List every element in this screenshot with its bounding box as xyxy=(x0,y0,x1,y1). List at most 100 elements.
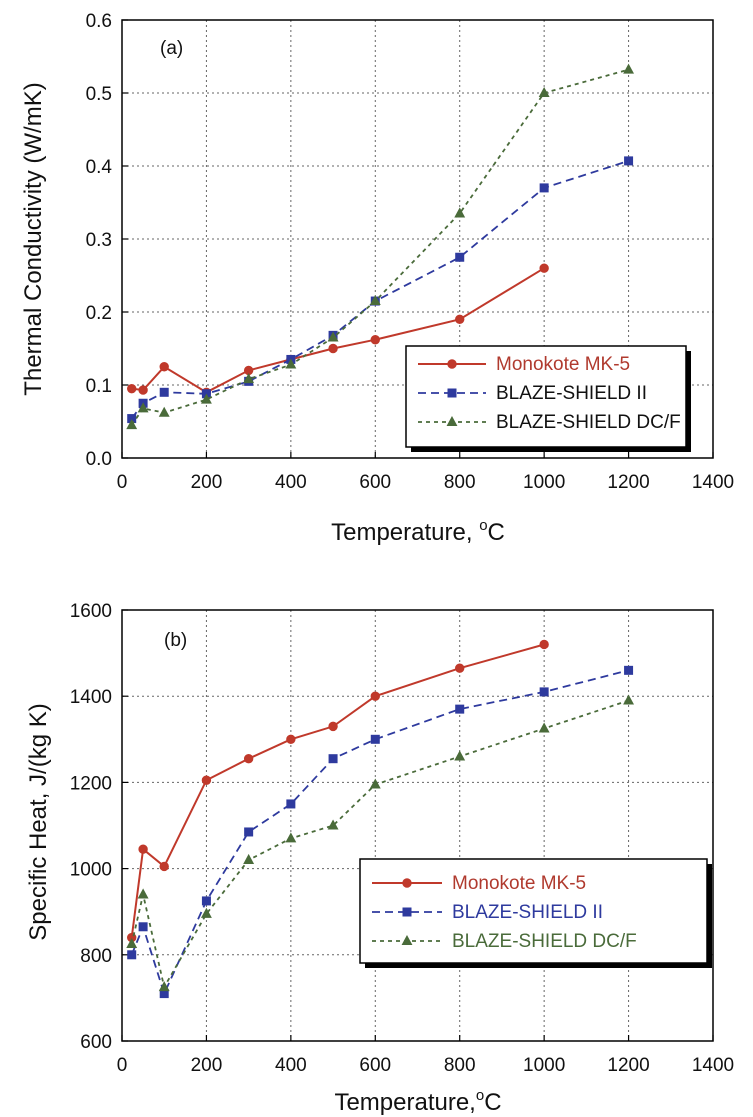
panel-b-point-monokote-mk-5 xyxy=(138,844,148,854)
panel-b-y-tick-label: 1000 xyxy=(70,860,112,881)
panel-b-point-blaze-shield-ii xyxy=(455,704,465,714)
panel-a-x-tick-label: 1000 xyxy=(523,472,565,493)
panel-b-point-blaze-shield-dc-f xyxy=(285,832,297,843)
panel-a-label: (a) xyxy=(160,38,183,59)
panel-b-x-tick-label: 200 xyxy=(191,1055,223,1076)
panel-b-legend-marker-blaze-shield-ii xyxy=(402,907,412,917)
panel-b-series xyxy=(126,639,635,999)
panel-a-x-axis-title-degree: o xyxy=(479,517,487,534)
panel-b-point-blaze-shield-ii xyxy=(539,687,549,697)
panel-a-point-blaze-shield-dc-f xyxy=(538,86,550,97)
panel-b-x-tick-label: 600 xyxy=(359,1055,391,1076)
panel-b-legend-label-mk5: Monokote MK-5 xyxy=(452,873,586,894)
panel-b-legend-marker-blaze-shield-dc-f xyxy=(401,934,413,945)
panel-a-point-blaze-shield-dc-f xyxy=(454,207,466,218)
panel-a-point-blaze-shield-dc-f xyxy=(158,406,170,417)
panel-a-y-tick-label: 0.1 xyxy=(86,376,112,397)
panel-b-y-tick-label: 1200 xyxy=(70,773,112,794)
panel-a-point-blaze-shield-ii xyxy=(624,156,634,166)
panel-b-point-blaze-shield-dc-f xyxy=(158,981,170,992)
panel-b-point-blaze-shield-ii xyxy=(201,896,211,906)
panel-a-legend-label-dcf: BLAZE-SHIELD DC/F xyxy=(496,412,681,433)
panel-b-x-axis-title-degree: o xyxy=(476,1087,484,1104)
panel-b-legend: Monokote MK-5 BLAZE-SHIELD II BLAZE-SHIE… xyxy=(359,858,712,968)
panel-b-label: (b) xyxy=(164,630,187,651)
panel-a-point-monokote-mk-5 xyxy=(159,362,169,372)
panel-a-x-tick-label: 200 xyxy=(191,472,223,493)
panel-a-legend-marker-blaze-shield-ii xyxy=(447,388,457,398)
panel-a-point-blaze-shield-dc-f xyxy=(243,373,255,384)
panel-b-point-blaze-shield-ii xyxy=(370,734,380,744)
panel-a-legend-marker-blaze-shield-dc-f xyxy=(446,415,458,426)
panel-b-point-blaze-shield-ii xyxy=(328,754,338,764)
panel-b-point-monokote-mk-5 xyxy=(201,775,212,785)
panel-b-point-blaze-shield-ii xyxy=(286,799,296,809)
panel-b-point-blaze-shield-dc-f xyxy=(538,722,550,733)
panel-b-point-blaze-shield-dc-f xyxy=(369,778,381,789)
panel-a-point-blaze-shield-dc-f xyxy=(126,419,138,430)
panel-b-point-monokote-mk-5 xyxy=(243,753,254,764)
panel-a-legend: Monokote MK-5 BLAZE-SHIELD II BLAZE-SHIE… xyxy=(405,345,691,452)
panel-b-x-tick-label: 400 xyxy=(275,1055,307,1076)
panel-b-frame xyxy=(121,609,714,1042)
panel-a-y-tick-label: 0.3 xyxy=(86,230,112,251)
panel-b-point-blaze-shield-ii xyxy=(624,665,634,675)
panel-a-series-line-monokote-mk-5 xyxy=(131,267,545,394)
panel-a-point-blaze-shield-dc-f xyxy=(623,63,635,74)
panel-a-y-tick-label: 0.4 xyxy=(86,157,113,178)
panel-b-point-blaze-shield-ii xyxy=(138,922,148,932)
panel-b-point-monokote-mk-5 xyxy=(159,861,169,872)
panel-b-x-axis-title-text: Temperature, xyxy=(334,1089,475,1116)
panel-b-point-blaze-shield-ii xyxy=(127,950,137,960)
panel-a-x-tick-label: 1400 xyxy=(692,472,734,493)
panel-b-point-monokote-mk-5 xyxy=(539,639,549,650)
panel-a-ticks: 0 200 400 600 800 1000 1200 1400 0.0 0.1 0.2 0.3 0.4… xyxy=(86,11,735,493)
panel-b-x-axis-title: Temperature,oC xyxy=(334,1087,501,1116)
panel-b-x-tick-label: 800 xyxy=(444,1055,476,1076)
panel-b-y-tick-label: 1400 xyxy=(70,687,112,708)
panel-b-point-blaze-shield-dc-f xyxy=(243,853,255,864)
panel-a-x-axis-title-unit: C xyxy=(488,519,505,546)
panel-a-point-blaze-shield-ii xyxy=(539,183,549,193)
panel-b-point-blaze-shield-dc-f xyxy=(200,907,212,918)
panel-b-x-tick-label: 1000 xyxy=(523,1055,565,1076)
panel-a-point-monokote-mk-5 xyxy=(328,343,338,354)
panel-a-y-tick-label: 0.6 xyxy=(86,11,112,32)
panel-b-series-line-monokote-mk-5 xyxy=(130,643,545,938)
panel-b-point-blaze-shield-dc-f xyxy=(126,937,138,949)
panel-b-point-blaze-shield-dc-f xyxy=(327,819,339,830)
panel-b-point-monokote-mk-5 xyxy=(328,721,338,732)
panel-b-y-tick-label: 600 xyxy=(80,1032,112,1053)
panel-a-y-tick-label: 0.5 xyxy=(86,84,112,105)
panel-a-point-monokote-mk-5 xyxy=(138,385,148,395)
panel-b-point-blaze-shield-dc-f xyxy=(137,888,149,899)
panel-a-x-tick-label: 800 xyxy=(444,472,476,493)
panel-a-x-tick-label: 0 xyxy=(117,472,128,493)
panel-a-point-blaze-shield-dc-f xyxy=(285,358,297,369)
panel-a-legend-label-mk5: Monokote MK-5 xyxy=(496,354,630,375)
panel-b-point-blaze-shield-ii xyxy=(244,827,254,837)
panel-b-x-tick-label: 1200 xyxy=(607,1055,649,1076)
panel-b-legend-label-bs2: BLAZE-SHIELD II xyxy=(452,902,603,923)
panel-a-legend-marker-monokote-mk-5 xyxy=(447,359,457,369)
panel-a-y-axis-title: Thermal Conductivity (W/mK) xyxy=(20,82,47,395)
panel-a-x-axis-title-text: Temperature, xyxy=(331,519,479,546)
panel-a-x-tick-label: 400 xyxy=(275,472,307,493)
panel-a-x-tick-label: 600 xyxy=(359,472,391,493)
panel-b-legend-marker-monokote-mk-5 xyxy=(402,878,412,888)
panel-a-point-blaze-shield-dc-f xyxy=(137,402,149,413)
panel-a-point-blaze-shield-dc-f xyxy=(369,294,381,306)
panel-b-ticks: 0 200 400 600 800 1000 1200 1400 600 800 1000 1200 1… xyxy=(70,601,734,1076)
panel-a-x-tick-label: 1200 xyxy=(607,472,649,493)
panel-a-point-monokote-mk-5 xyxy=(455,314,465,324)
panel-b-point-blaze-shield-dc-f xyxy=(623,694,635,705)
panel-b-y-tick-label: 1600 xyxy=(70,601,112,622)
panel-b-x-axis-title-unit: C xyxy=(484,1089,501,1116)
panel-a-point-blaze-shield-dc-f xyxy=(327,331,339,342)
panel-a-point-blaze-shield-ii xyxy=(455,252,465,262)
panel-b-y-axis-title: Specific Heat, J/(kg K) xyxy=(25,703,52,940)
panel-b-point-monokote-mk-5 xyxy=(455,663,465,673)
panel-b-point-monokote-mk-5 xyxy=(286,734,296,744)
panel-a-y-tick-label: 0.0 xyxy=(86,449,112,470)
